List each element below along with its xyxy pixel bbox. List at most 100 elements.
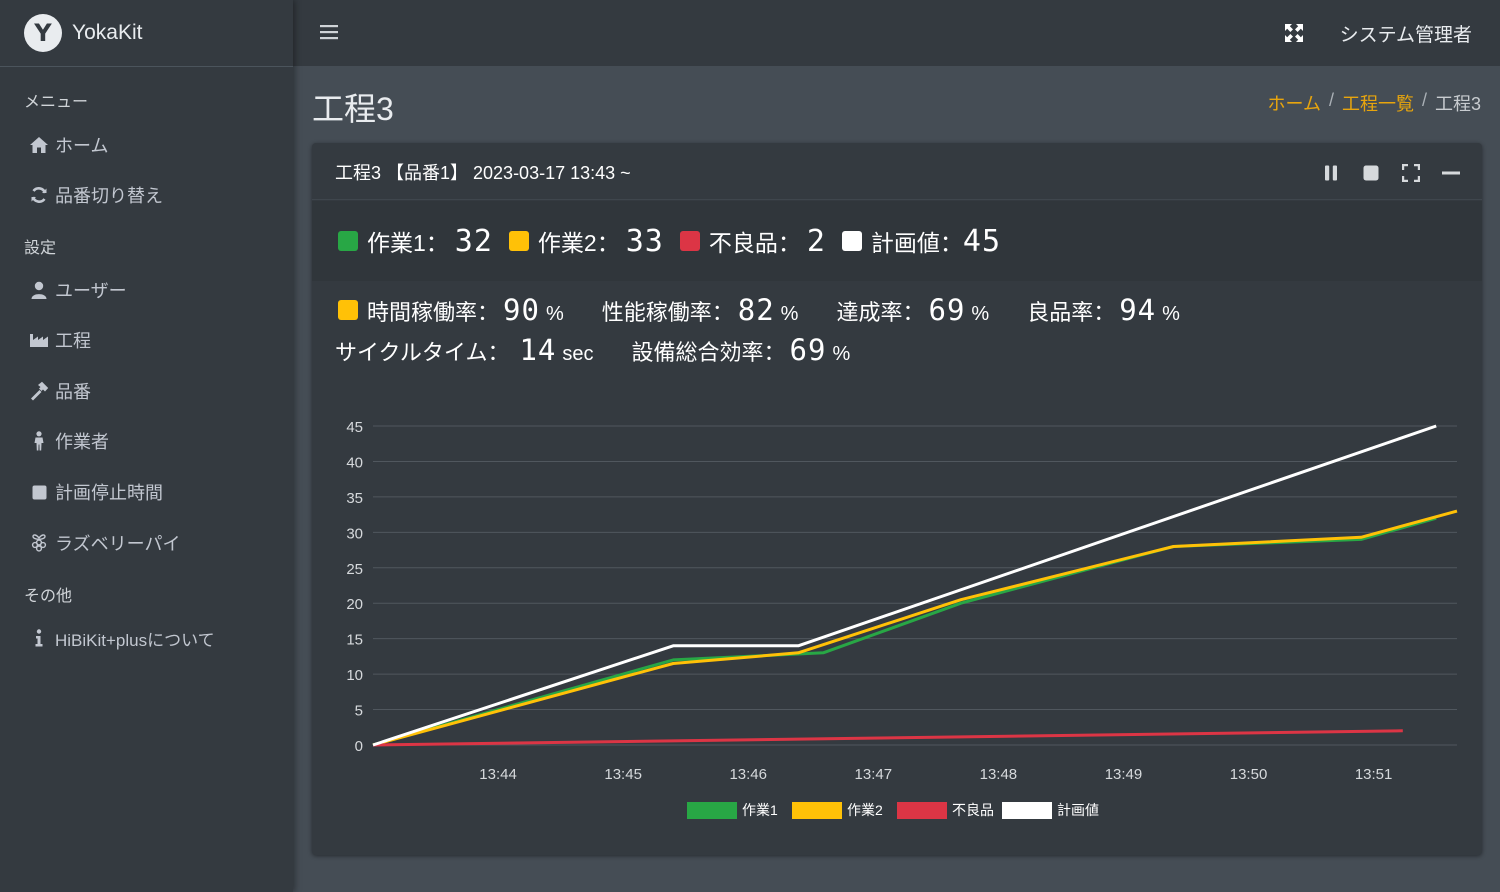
x-tick-label: 13:48 xyxy=(980,766,1018,783)
legend-item: 計画値 xyxy=(1002,802,1099,819)
x-tick-label: 13:51 xyxy=(1355,766,1393,783)
count-value: 2 xyxy=(806,223,826,259)
y-tick-label: 25 xyxy=(346,561,363,578)
rate-value: 94 xyxy=(1119,293,1157,327)
sidebar-item-change-part[interactable]: 品番切り替え xyxy=(28,180,163,210)
brand[interactable]: Y YokaKit xyxy=(0,0,293,67)
square-icon xyxy=(28,485,50,500)
rate-label: 設備総合効率： xyxy=(631,340,786,365)
nav-header-other: その他 xyxy=(24,588,73,605)
sidebar-item-label: 品番 xyxy=(55,382,91,402)
rate-achievement: 達成率： 69 % xyxy=(836,293,989,327)
rate-value: 14 xyxy=(519,333,557,367)
rate-unit: sec xyxy=(562,343,594,365)
series-line-作業2 xyxy=(372,509,1458,747)
maximize-icon[interactable] xyxy=(1401,163,1420,182)
y-tick-label: 45 xyxy=(346,419,363,436)
info-icon xyxy=(28,629,50,647)
count-label: 計画値： xyxy=(870,230,963,256)
rate-value: 69 xyxy=(928,293,966,327)
count-work1: 作業1： 32 xyxy=(338,224,493,259)
work1-color-swatch xyxy=(338,231,358,251)
pause-icon[interactable] xyxy=(1321,163,1340,182)
rates-row: 時間稼働率： 90 % 性能稼働率： 82 % 達成率： 69 % 良品率： 9… xyxy=(338,293,1218,327)
sidebar-item-worker[interactable]: 作業者 xyxy=(28,426,109,456)
rate-label: 時間稼働率： xyxy=(367,300,500,325)
x-tick-label: 13:44 xyxy=(479,766,517,783)
top-navbar: システム管理者 xyxy=(293,0,1500,66)
y-tick-label: 20 xyxy=(346,596,363,613)
sidebar-item-label: 作業者 xyxy=(55,432,109,452)
legend-swatch xyxy=(1002,802,1052,819)
count-value: 32 xyxy=(454,223,493,259)
stop-icon[interactable] xyxy=(1361,163,1380,182)
x-tick-label: 13:50 xyxy=(1230,766,1268,783)
y-tick-label: 40 xyxy=(346,454,363,471)
legend-swatch xyxy=(792,802,842,819)
breadcrumb-separator: / xyxy=(1421,90,1427,110)
sidebar-item-label: ホーム xyxy=(55,136,109,156)
y-tick-label: 35 xyxy=(346,490,363,507)
count-label: 作業2： xyxy=(537,230,620,256)
collapse-icon[interactable] xyxy=(1441,163,1460,182)
legend-swatch xyxy=(897,802,947,819)
count-label: 作業1： xyxy=(367,230,449,256)
rate-label: 性能稼働率： xyxy=(601,300,734,325)
brand-name: YokaKit xyxy=(72,21,143,44)
y-tick-label: 30 xyxy=(346,525,363,542)
rate-label: 良品率： xyxy=(1027,300,1116,325)
legend-item: 作業2 xyxy=(792,802,883,819)
count-work2: 作業2： 33 xyxy=(508,223,664,259)
rate-unit: % xyxy=(1162,303,1180,325)
fullscreen-expand-icon[interactable] xyxy=(1285,24,1303,47)
legend-label: 作業2 xyxy=(847,802,883,818)
sidebar-item-raspberry-pi[interactable]: ラズベリーパイ xyxy=(28,528,180,558)
sidebar-item-process[interactable]: 工程 xyxy=(28,325,91,355)
page-title: 工程3 xyxy=(312,91,394,127)
user-icon xyxy=(28,281,50,299)
sidebar-item-home[interactable]: ホーム xyxy=(28,130,108,160)
sidebar-item-label: 工程 xyxy=(55,331,91,351)
card-tools xyxy=(1321,163,1460,182)
legend-item: 不良品 xyxy=(897,802,994,819)
work2-color-swatch xyxy=(508,231,529,251)
hammer-icon xyxy=(28,381,50,401)
person-icon xyxy=(28,431,50,451)
rate-unit: % xyxy=(832,343,851,365)
sidebar: Y YokaKit メニュー ホーム 品番切り替え 設定 ユーザー 工程 品番 xyxy=(0,0,293,892)
sidebar-item-user[interactable]: ユーザー xyxy=(28,275,127,305)
sidebar-item-label: ラズベリーパイ xyxy=(55,534,181,554)
card-title: 工程3 【品番1】 2023-03-17 13:43 ~ xyxy=(335,163,631,183)
sidebar-item-about[interactable]: HiBiKit+plusについて xyxy=(28,623,215,653)
y-tick-label: 10 xyxy=(346,667,363,684)
sidebar-item-label: 品番切り替え xyxy=(55,186,163,206)
sidebar-item-part[interactable]: 品番 xyxy=(28,376,91,406)
breadcrumb-home[interactable]: ホーム xyxy=(1267,94,1321,114)
breadcrumb-current: 工程3 xyxy=(1434,94,1481,114)
breadcrumb: ホーム / 工程一覧 / 工程3 xyxy=(1267,90,1481,116)
raspberry-pi-icon xyxy=(28,533,50,553)
hamburger-icon[interactable] xyxy=(320,24,338,45)
x-tick-label: 13:46 xyxy=(729,766,767,783)
sync-icon xyxy=(28,186,50,204)
count-value: 33 xyxy=(625,223,664,259)
count-defect: 不良品： 2 xyxy=(679,223,826,259)
defect-color-swatch xyxy=(679,231,700,251)
rate-unit: % xyxy=(971,303,990,325)
y-tick-label: 5 xyxy=(355,703,363,720)
legend-label: 不良品 xyxy=(952,802,994,818)
sidebar-item-label: 計画停止時間 xyxy=(55,483,163,503)
rate-cycle-time: サイクルタイム： 14 sec xyxy=(335,333,594,367)
card-header: 工程3 【品番1】 2023-03-17 13:43 ~ xyxy=(312,143,1482,200)
sidebar-item-label: HiBiKit+plusについて xyxy=(55,630,215,650)
user-menu[interactable]: システム管理者 xyxy=(1339,25,1472,46)
series-line-不良品 xyxy=(372,729,1403,747)
sidebar-item-planned-stop[interactable]: 計画停止時間 xyxy=(28,477,163,507)
rate-label: 達成率： xyxy=(836,300,925,325)
home-icon xyxy=(28,136,50,154)
y-tick-label: 15 xyxy=(346,632,363,649)
x-tick-label: 13:45 xyxy=(604,766,642,783)
breadcrumb-process-list[interactable]: 工程一覧 xyxy=(1341,94,1414,114)
rate-unit: % xyxy=(545,303,564,325)
x-tick-label: 13:47 xyxy=(855,766,893,783)
